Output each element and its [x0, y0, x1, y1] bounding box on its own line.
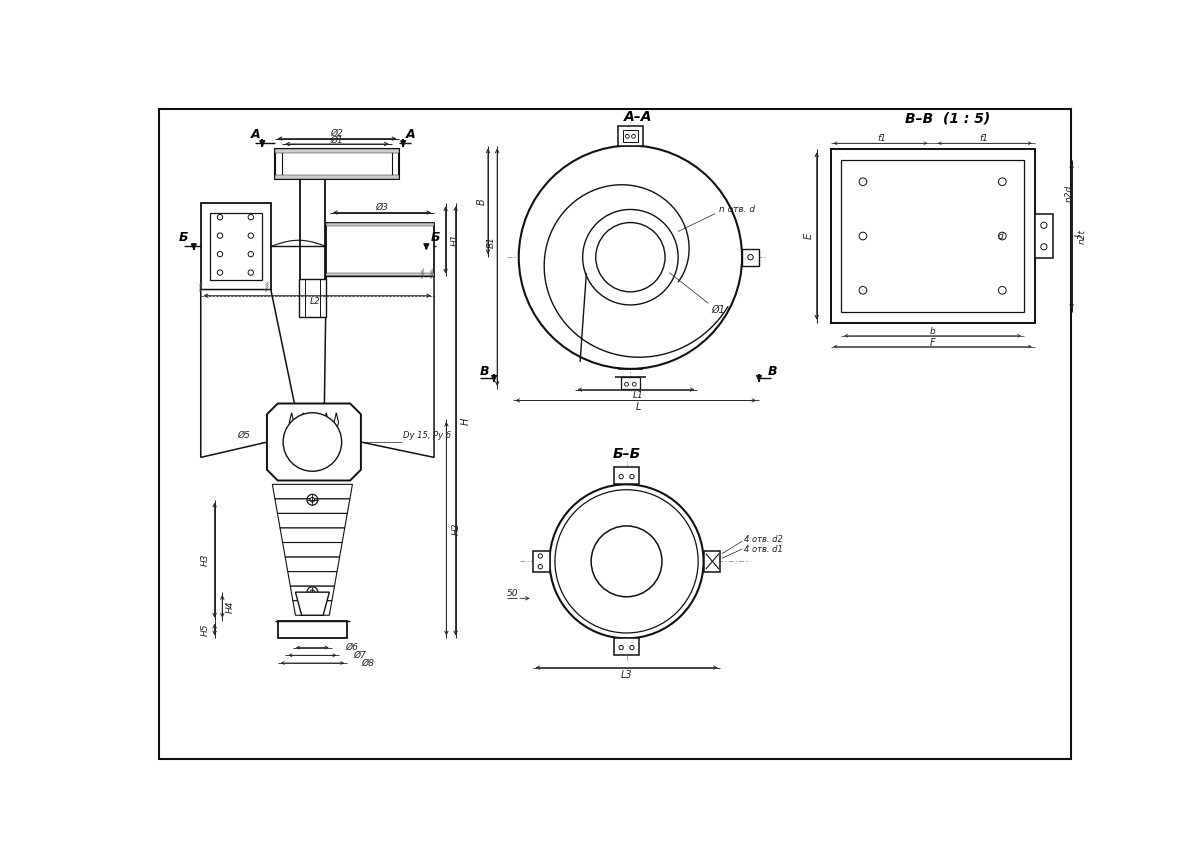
Circle shape: [310, 590, 314, 594]
Circle shape: [595, 223, 665, 292]
Text: Ø1: Ø1: [712, 304, 725, 315]
Polygon shape: [295, 593, 329, 615]
Circle shape: [310, 497, 314, 502]
Bar: [277, 621, 347, 638]
Text: Ø6: Ø6: [346, 643, 359, 652]
Text: Ø7: Ø7: [353, 651, 366, 660]
Text: H1: H1: [450, 234, 460, 246]
Bar: [614, 638, 638, 655]
Circle shape: [518, 145, 742, 369]
Bar: [622, 377, 640, 389]
Text: H4: H4: [226, 600, 234, 612]
Circle shape: [550, 484, 703, 638]
Polygon shape: [334, 413, 338, 431]
Bar: [618, 126, 643, 145]
Circle shape: [583, 210, 678, 305]
Polygon shape: [286, 557, 340, 572]
Text: Ø3: Ø3: [376, 203, 389, 212]
Bar: [614, 468, 638, 484]
Bar: [841, 160, 1024, 312]
Text: E: E: [804, 233, 814, 239]
Text: А: А: [251, 127, 260, 140]
Text: f1: f1: [979, 134, 988, 143]
Text: b: b: [930, 328, 936, 336]
Polygon shape: [289, 413, 294, 431]
Bar: [830, 150, 1034, 322]
Circle shape: [554, 489, 698, 633]
Text: Ø8: Ø8: [361, 659, 373, 667]
Text: Б: Б: [431, 230, 440, 243]
Text: f1: f1: [877, 134, 887, 143]
Text: H: H: [461, 417, 470, 425]
Text: 4 отв. d1: 4 отв. d1: [744, 544, 782, 554]
Text: H5: H5: [200, 624, 210, 636]
Polygon shape: [324, 276, 434, 458]
Text: В–В  (1 : 5): В–В (1 : 5): [905, 112, 991, 126]
Text: 4 отв. d2: 4 отв. d2: [744, 535, 782, 544]
Text: H3: H3: [200, 554, 210, 567]
Text: B: B: [476, 198, 487, 205]
Text: А: А: [406, 127, 415, 140]
Bar: [275, 175, 400, 179]
Bar: [299, 279, 326, 317]
Text: L3: L3: [620, 670, 632, 679]
Text: В: В: [768, 365, 778, 378]
Bar: [1034, 214, 1054, 258]
Text: L1: L1: [632, 391, 643, 400]
Circle shape: [283, 413, 342, 471]
Text: Б–Б: Б–Б: [612, 446, 641, 461]
Polygon shape: [301, 413, 306, 431]
Text: n2t: n2t: [1078, 229, 1087, 243]
Text: Б: Б: [179, 230, 188, 243]
Text: А–А: А–А: [624, 110, 653, 124]
Text: Dy 15, Py 6: Dy 15, Py 6: [403, 432, 451, 440]
Text: B1: B1: [486, 236, 496, 248]
Text: l: l: [1074, 235, 1085, 237]
Polygon shape: [266, 403, 361, 481]
Text: F: F: [930, 338, 936, 347]
Text: L: L: [636, 402, 641, 412]
Text: Ø5: Ø5: [238, 432, 250, 440]
Polygon shape: [277, 513, 347, 528]
Polygon shape: [283, 543, 342, 557]
Bar: [326, 223, 434, 226]
Polygon shape: [290, 587, 335, 600]
Text: L2: L2: [310, 298, 320, 306]
Text: n2d: n2d: [1064, 185, 1074, 202]
Bar: [533, 550, 550, 572]
Polygon shape: [288, 572, 337, 587]
Text: Ø1: Ø1: [330, 136, 343, 144]
Text: 50: 50: [506, 589, 518, 599]
Text: n отв. d: n отв. d: [719, 205, 755, 214]
Text: H2: H2: [452, 522, 461, 535]
Bar: [200, 203, 271, 290]
Polygon shape: [293, 600, 332, 615]
Bar: [623, 130, 638, 143]
Bar: [275, 150, 400, 153]
Bar: [703, 550, 720, 572]
Bar: [742, 249, 758, 266]
Text: Ø2: Ø2: [330, 129, 343, 138]
Bar: [326, 223, 434, 276]
Bar: [210, 212, 262, 280]
Polygon shape: [272, 484, 353, 499]
Polygon shape: [324, 413, 329, 431]
Polygon shape: [200, 290, 301, 458]
Polygon shape: [280, 528, 344, 543]
Polygon shape: [275, 499, 350, 513]
Bar: [326, 273, 434, 276]
Text: В: В: [479, 365, 488, 378]
Bar: [275, 150, 400, 179]
Text: d: d: [997, 231, 1003, 241]
Circle shape: [592, 526, 662, 597]
